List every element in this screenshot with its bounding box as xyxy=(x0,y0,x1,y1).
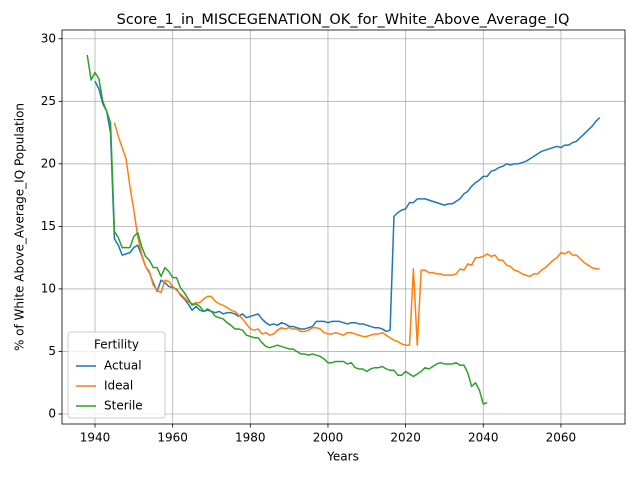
legend-box xyxy=(67,331,166,419)
legend-label: Ideal xyxy=(104,379,133,393)
y-tick-label: 25 xyxy=(41,94,56,108)
x-tick-label: 2040 xyxy=(468,431,499,445)
line-series xyxy=(94,80,601,333)
x-tick-label: 2020 xyxy=(390,431,421,445)
chart-title: Score_1_in_MISCEGENATION_OK_for_White_Ab… xyxy=(117,12,570,28)
x-axis-label: Years xyxy=(326,450,359,464)
line-series xyxy=(86,54,488,405)
line-series xyxy=(113,122,600,346)
y-tick-label: 5 xyxy=(48,344,56,358)
plot-frame xyxy=(61,29,626,425)
y-tick-label: 15 xyxy=(41,219,56,233)
y-tick-label: 30 xyxy=(41,31,56,45)
x-tick-label: 2060 xyxy=(546,431,577,445)
x-tick-label: 2000 xyxy=(313,431,344,445)
y-axis-label: % of White Above_Average_IQ Population xyxy=(13,103,27,351)
legend-title: Fertility xyxy=(94,338,139,352)
y-tick-label: 0 xyxy=(48,406,56,420)
legend-label: Actual xyxy=(104,359,142,373)
legend-label: Sterile xyxy=(104,399,143,413)
y-tick-label: 20 xyxy=(41,156,56,170)
x-tick-label: 1940 xyxy=(80,431,111,445)
y-tick-label: 10 xyxy=(41,281,56,295)
x-tick-label: 1960 xyxy=(157,431,188,445)
x-tick-label: 1980 xyxy=(235,431,266,445)
